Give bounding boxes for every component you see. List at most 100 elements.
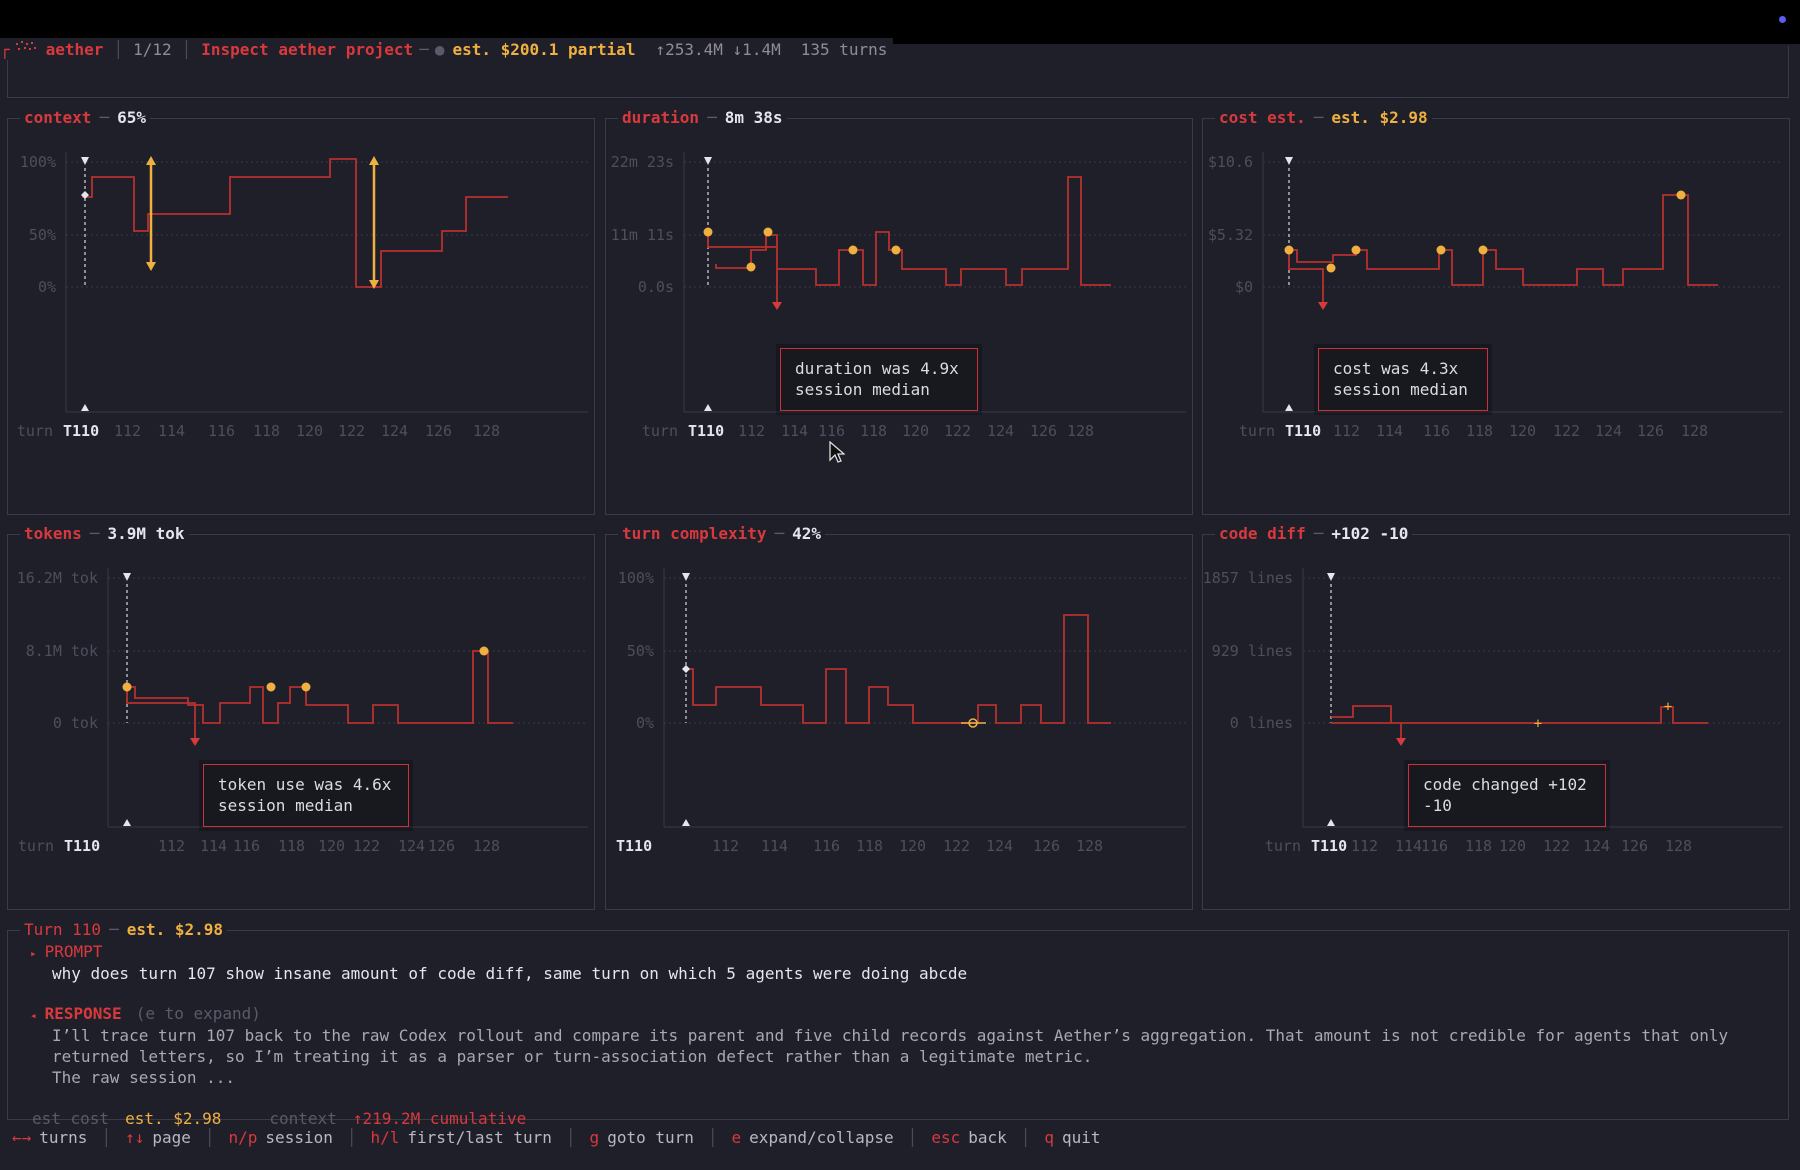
keybinding-back[interactable]: esc back	[931, 1128, 1006, 1147]
response-line: The raw session ...	[52, 1068, 236, 1087]
duration-panel[interactable]: duration ─ 8m 38s 22m 23s 11m 11s 0.0s turn T1…	[605, 108, 1193, 515]
range-up-arrow-icon	[146, 156, 156, 165]
change-marker-icon: +	[1534, 716, 1542, 732]
response-line: returned letters, so I’m treating it as …	[52, 1047, 1093, 1066]
keybinding-label: back	[968, 1128, 1007, 1147]
keybinding-quit[interactable]: q quit	[1044, 1128, 1100, 1147]
x-tick-label: 120	[902, 422, 929, 440]
keybinding-label: first/last turn	[407, 1128, 552, 1147]
selection-top-marker-icon	[1327, 573, 1335, 581]
keybinding-turns[interactable]: ←→ turns	[12, 1128, 87, 1147]
y-tick-label: 11m 11s	[611, 226, 674, 244]
header-tokens: ↑253.4M ↓1.4M	[655, 39, 781, 59]
x-tick-label: 128	[1681, 422, 1708, 440]
highlight-point	[848, 245, 858, 255]
keybinding-key: ←→	[12, 1128, 32, 1147]
x-tick-label: 122	[1553, 422, 1580, 440]
highlight-point	[479, 646, 489, 656]
x-tick-label: 126	[425, 422, 452, 440]
mouse-cursor-icon	[829, 441, 845, 463]
range-up-arrow-icon	[369, 156, 379, 165]
corner-icon: ┌	[0, 39, 10, 59]
keybinding-label: session	[265, 1128, 333, 1147]
keybinding-label: page	[152, 1128, 191, 1147]
x-tick-label: 124	[381, 422, 408, 440]
x-tick-selected: T110	[1311, 837, 1347, 855]
panel-title: tokens ─ 3.9M tok	[20, 524, 189, 543]
x-tick-label: 114	[200, 837, 227, 855]
keybinding-key: esc	[931, 1128, 961, 1147]
x-tick-label: 124	[1583, 837, 1610, 855]
range-down-arrow-icon	[146, 262, 156, 271]
header-turns: 135 turns	[800, 39, 888, 59]
keybinding-key: g	[589, 1128, 600, 1147]
x-tick-label: 116	[818, 422, 845, 440]
panel-title: code diff ─ +102 -10	[1215, 524, 1413, 543]
highlight-point	[891, 245, 901, 255]
keybinding-session[interactable]: n/p session	[229, 1128, 333, 1147]
selection-bottom-marker-icon	[1285, 404, 1293, 411]
x-tick-label: 128	[473, 422, 500, 440]
x-tick-label: 124	[987, 422, 1014, 440]
highlight-point	[1326, 263, 1336, 273]
x-tick-label: 116	[1423, 422, 1450, 440]
series-line	[82, 158, 508, 288]
x-tick-label: 124	[1595, 422, 1622, 440]
keybinding-first-last-turn[interactable]: h/l first/last turn	[371, 1128, 552, 1147]
y-tick-label: 50%	[29, 226, 56, 244]
footer-separator: │	[565, 1128, 576, 1147]
highlight-point	[1351, 245, 1361, 255]
x-tick-label: 112	[114, 422, 141, 440]
footer-separator: │	[1020, 1128, 1031, 1147]
highlight-point	[1284, 245, 1294, 255]
x-tick-label: 114	[761, 837, 788, 855]
x-tick-label: 126	[1033, 837, 1060, 855]
context-panel[interactable]: context ─ 65% 100% 50% 0% turn T110 112 114 116 11…	[7, 108, 595, 515]
project-title: Inspect aether project	[201, 39, 414, 59]
x-tick-label: 122	[353, 837, 380, 855]
x-tick-label: 114	[158, 422, 185, 440]
selected-point-icon	[682, 665, 690, 673]
y-tick-label: 8.1M tok	[26, 642, 98, 660]
diff-panel[interactable]: code diff ─ +102 -10 1857 lines 929 lines 0 …	[1202, 524, 1790, 910]
panel-value: 3.9M tok	[107, 524, 185, 543]
x-tick-label: 112	[1333, 422, 1360, 440]
x-tick-label: 112	[158, 837, 185, 855]
prompt-section-toggle[interactable]: ▸ PROMPT	[30, 942, 103, 961]
keybinding-goto-turn[interactable]: g goto turn	[590, 1128, 694, 1147]
x-tick-label: 128	[473, 837, 500, 855]
keybinding-label: turns	[39, 1128, 88, 1147]
response-section-toggle[interactable]: ◂ RESPONSE (e to expand)	[30, 1004, 261, 1023]
x-tick-label: 120	[1499, 837, 1526, 855]
x-tick-label: 126	[1030, 422, 1057, 440]
y-tick-label: 0.0s	[638, 278, 674, 296]
selection-top-marker-icon	[123, 573, 131, 581]
y-tick-label: 0 tok	[53, 714, 98, 732]
cost-panel[interactable]: cost est. ─ est. $2.98 $10.6 $5.32 $0 turn T11…	[1202, 108, 1790, 515]
series-line	[126, 650, 513, 739]
x-tick-selected: T110	[64, 837, 100, 855]
turn-cost: est. $2.98	[126, 920, 224, 939]
keybinding-page[interactable]: ↑↓ page	[125, 1128, 191, 1147]
y-tick-label: 0%	[38, 278, 56, 296]
tokens-panel[interactable]: tokens ─ 3.9M tok 16.2M tok 8.1M tok 0 tok tu…	[7, 524, 595, 910]
tokens-tooltip: token use was 4.6x session median	[203, 764, 409, 827]
x-tick-label: 124	[398, 837, 425, 855]
keybinding-expand-collapse[interactable]: e expand/collapse	[732, 1128, 894, 1147]
chart-svg: 16.2M tok 8.1M tok 0 tok turn T110 112 114 116 1…	[17, 568, 588, 855]
x-tick-label: 120	[899, 837, 926, 855]
y-tick-label: 0 lines	[1230, 714, 1293, 732]
turn-title: Turn 110 ─ est. $2.98	[20, 920, 228, 939]
keybinding-key: h/l	[370, 1128, 400, 1147]
x-tick-label: 122	[338, 422, 365, 440]
keybinding-key: q	[1044, 1128, 1055, 1147]
y-tick-label: 100%	[618, 569, 654, 587]
chart-svg: 100%50%0%turnT11011211411611812012212412…	[616, 568, 1186, 855]
x-axis-prefix: turn	[17, 422, 53, 440]
selected-point-icon	[81, 191, 89, 199]
complexity-panel[interactable]: turn complexity─42% 100%50%0%turnT110112…	[605, 524, 1193, 910]
footer-separator: │	[101, 1128, 112, 1147]
x-tick-label: 118	[1465, 837, 1492, 855]
x-tick-label: 118	[860, 422, 887, 440]
panel-title: cost est. ─ est. $2.98	[1215, 108, 1432, 127]
